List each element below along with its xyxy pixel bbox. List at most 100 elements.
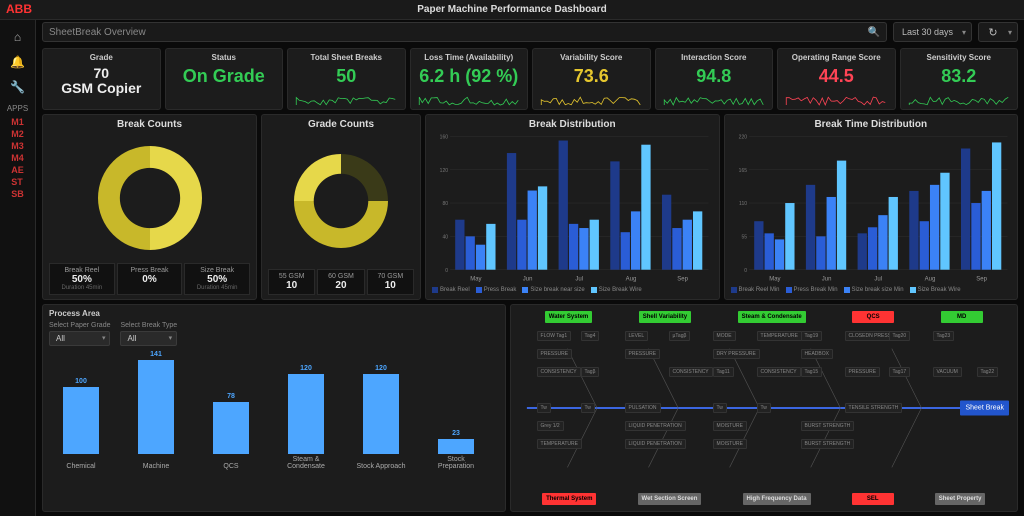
fishbone-node: MOISTURE	[713, 421, 747, 431]
search-text: SheetBreak Overview	[49, 27, 146, 38]
kpi-card: Total Sheet Breaks50	[287, 48, 406, 110]
break-dist-chart: 16012080400MayJunJulAugSep	[432, 132, 713, 285]
panel-title: Break Time Distribution	[731, 119, 1012, 130]
kpi-title: Status	[212, 53, 236, 62]
sparkline	[294, 95, 399, 107]
fishbone-head[interactable]: Wet Section Screen	[638, 493, 702, 505]
sparkline	[784, 95, 889, 107]
fishbone-node: Tag17	[889, 367, 911, 377]
sidebar-app-m2[interactable]: M2	[11, 129, 24, 139]
fishbone-head[interactable]: Water System	[545, 311, 592, 323]
kpi-card: Interaction Score94.8	[655, 48, 774, 110]
fishbone-head[interactable]: High Frequency Data	[743, 493, 811, 505]
fishbone-node: HEADBOX	[801, 349, 833, 359]
sidebar-app-sb[interactable]: SB	[11, 189, 24, 199]
refresh-dropdown[interactable]: ↻	[978, 22, 1018, 42]
legend-item: Size break size Min	[844, 287, 904, 293]
fishbone-node: PRESSURE	[625, 349, 661, 359]
legend-cell: 70 GSM10	[367, 269, 414, 295]
bar-value: 100	[63, 378, 99, 385]
sidebar-app-m4[interactable]: M4	[11, 153, 24, 163]
kpi-value: 94.8	[696, 66, 731, 87]
sidebar-app-m1[interactable]: M1	[11, 117, 24, 127]
sidebar-app-ae[interactable]: AE	[11, 165, 24, 175]
filter-label: Select Paper Grade	[49, 322, 110, 329]
search-icon: 🔍	[868, 27, 880, 38]
fishbone-head[interactable]: Shell Variability	[639, 311, 691, 323]
svg-text:Aug: Aug	[924, 275, 935, 282]
fishbone-node: Grey 1/2	[537, 421, 564, 431]
fishbone-node: Tag22	[977, 367, 999, 377]
kpi-card: Variability Score73.6	[532, 48, 651, 110]
panel-title: Break Counts	[117, 119, 182, 130]
filter-dropdown[interactable]: All	[120, 331, 177, 346]
fishbone-node: CONSISTENCY	[757, 367, 801, 377]
search-input[interactable]: SheetBreak Overview 🔍	[42, 22, 887, 42]
fishbone-head[interactable]: SEL	[852, 493, 894, 505]
svg-text:55: 55	[741, 234, 747, 240]
fishbone-node: Tw	[581, 403, 595, 413]
fishbone-node: LIQUID PENETRATION	[625, 439, 686, 449]
sidebar-app-m3[interactable]: M3	[11, 141, 24, 151]
svg-text:Sep: Sep	[677, 275, 688, 282]
fishbone-node: CLOSEDN PRESS	[845, 331, 896, 341]
bar	[63, 387, 99, 454]
fishbone-node: µTagβ	[669, 331, 691, 341]
panel-title: Process Area	[49, 309, 499, 318]
fishbone-node: BURST STRENGTH	[801, 421, 855, 431]
apps-label: APPS	[7, 104, 28, 113]
legend-item: Size Break Wire	[910, 287, 961, 293]
home-icon[interactable]: ⌂	[4, 25, 32, 49]
fishbone-node: Tag11	[713, 367, 734, 377]
sparkline	[907, 95, 1012, 107]
fishbone-head[interactable]: Steam & Condensate	[738, 311, 806, 323]
fishbone-node: Tag23	[933, 331, 955, 341]
legend-cell: Press Break0%	[117, 263, 183, 295]
fishbone-head[interactable]: QCS	[852, 311, 894, 323]
fishbone-node: DRY PRESSURE	[713, 349, 760, 359]
legend-cell: 60 GSM20	[317, 269, 364, 295]
kpi-value: On Grade	[183, 66, 265, 87]
sparkline	[417, 95, 522, 107]
sidebar-app-st[interactable]: ST	[11, 177, 24, 187]
fishbone-head[interactable]: MD	[941, 311, 983, 323]
svg-text:Aug: Aug	[626, 275, 637, 282]
fishbone-node: Tag19	[801, 331, 823, 341]
kpi-value: 73.6	[574, 66, 609, 87]
kpi-value: 83.2	[941, 66, 976, 87]
fishbone-node: TENSILE STRENGTH	[845, 403, 903, 413]
svg-text:120: 120	[440, 168, 448, 174]
filter-dropdown[interactable]: All	[49, 331, 110, 346]
fishbone-node: PULSATION	[625, 403, 661, 413]
date-range-dropdown[interactable]: Last 30 days	[893, 22, 972, 42]
kpi-value: 70GSM Copier	[61, 66, 141, 97]
fishbone-node: Tagβ	[581, 367, 600, 377]
fishbone-node: CONSISTENCY	[537, 367, 581, 377]
break-time-dist-chart: 220165110550MayJunJulAugSep	[731, 132, 1012, 285]
fishbone-node: Tag15	[801, 367, 823, 377]
fishbone-head[interactable]: Thermal System	[542, 493, 596, 505]
grade-counts-panel: Grade Counts 55 GSM1060 GSM2070 GSM10	[261, 114, 421, 300]
bar	[438, 439, 474, 454]
bar-value: 78	[213, 393, 249, 400]
svg-text:160: 160	[440, 134, 448, 140]
fishbone-node: Tw	[713, 403, 727, 413]
kpi-card: Loss Time (Availability)6.2 h (92 %)	[410, 48, 529, 110]
wrench-icon[interactable]: 🔧	[4, 75, 32, 99]
bar-category: Steam & Condensate	[280, 456, 332, 470]
fishbone-head[interactable]: Sheet Property	[935, 493, 986, 505]
legend-item: Press Break Min	[786, 287, 838, 293]
legend-item: Break Reel	[432, 287, 470, 293]
fishbone-panel: Water System Shell Variability Steam & Con…	[510, 304, 1018, 512]
panel-title: Break Distribution	[432, 119, 713, 130]
kpi-card: Sensitivity Score83.2	[900, 48, 1019, 110]
bar-value: 141	[138, 351, 174, 358]
legend-cell: Size Break50%Duration 45min	[184, 263, 250, 295]
bar-category: Stock Preparation	[430, 456, 482, 470]
legend-cell: Break Reel50%Duration 45min	[49, 263, 115, 295]
filter-label: Select Break Type	[120, 322, 177, 329]
bell-icon[interactable]: 🔔	[4, 50, 32, 74]
fishbone-node: TEMPERATURE	[537, 439, 582, 449]
legend-item: Size Break Wire	[591, 287, 642, 293]
svg-text:0: 0	[445, 268, 448, 274]
